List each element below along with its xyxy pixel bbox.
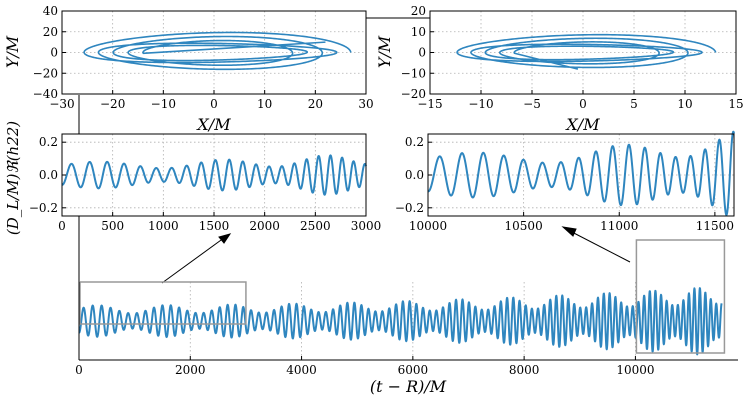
wave_early-xtick-label-3: 1500 (199, 219, 230, 233)
orbit-panel-right: −15 −10 −5 0 5 10 15 −20 −10 0 10 20 X/M Y/M (375, 4, 744, 134)
orbit-left-series (83, 31, 352, 71)
orbit-right-xlabel: X/M (564, 115, 600, 134)
wave_late-ytick-label-0: −0.2 (395, 201, 424, 215)
wave_full-xtick-label-5: 10000 (616, 363, 654, 377)
orbit1-xtick-label-6: 30 (358, 97, 373, 111)
orbit1-xtick-label-1: −20 (100, 97, 125, 111)
wave_full-series-line (78, 287, 723, 356)
wave_full-xtick-label-3: 6000 (398, 363, 429, 377)
wave_early-xtick-label-2: 1000 (148, 219, 179, 233)
wave_early-xtick-label-1: 500 (101, 219, 124, 233)
orbit-right-xticks: −15 −10 −5 0 5 10 15 (417, 90, 744, 111)
orbit-left-xlabel: X/M (195, 115, 231, 134)
waveform-late-series (427, 130, 735, 216)
orbit-left-ylabel: Y/M (3, 35, 22, 68)
orbit2-ytick-label-3: 10 (411, 25, 426, 39)
waveform-full-xlabel: (t − R)/M (370, 377, 447, 396)
orbit2-ytick-label-4: 20 (411, 4, 426, 18)
waveform-full-xticks: 0 2000 4000 6000 8000 10000 (75, 356, 655, 377)
orbit1-ytick-label-4: 40 (43, 4, 58, 18)
orbit1-xtick-label-3: 0 (210, 97, 218, 111)
orbit1-xtick-label-4: 10 (257, 97, 272, 111)
orbit2-xtick-label-1: −10 (468, 97, 493, 111)
waveform-late-yticks: −0.2 0.0 0.2 (395, 135, 432, 215)
orbit2-xtick-label-3: 0 (579, 97, 587, 111)
wave_late-series-line (427, 130, 735, 216)
orbit2-xtick-label-6: 15 (728, 97, 743, 111)
waveform-early-panel: 0 500 1000 1500 2000 2500 3000 −0.2 0.0 0.2 (D_L… (4, 121, 381, 235)
wave_full-xtick-label-0: 0 (75, 363, 83, 377)
orbit1-ytick-label-2: 0 (50, 46, 58, 60)
orbit1-ytick-label-1: −20 (33, 66, 58, 80)
waveform-full-panel: 0 2000 4000 6000 8000 10000 (t − R)/M (75, 239, 738, 396)
waveform-ylabel: (D_L/M)ℜ(h22) (4, 121, 22, 235)
orbit1-series-line (83, 31, 352, 71)
orbit1-xtick-label-0: −30 (49, 97, 74, 111)
wave_early-xtick-label-4: 2000 (249, 219, 280, 233)
wave_early-ytick-label-0: −0.2 (29, 201, 58, 215)
orbit2-series-line (456, 33, 717, 70)
wave_early-ytick-label-2: 0.2 (39, 135, 58, 149)
orbit-left-xticks: −30 −20 −10 0 10 20 30 (49, 90, 374, 111)
wave_full-xtick-label-1: 2000 (175, 363, 206, 377)
waveform-full-series (78, 287, 723, 356)
wave_full-xtick-label-2: 4000 (286, 363, 317, 377)
orbit2-xtick-label-2: −5 (523, 97, 541, 111)
connectors (78, 17, 631, 284)
orbit1-ytick-label-3: 20 (43, 25, 58, 39)
zoom-arrow-right-head (561, 226, 577, 237)
waveform-late-xticks: 10000 10500 11000 11500 (409, 212, 734, 233)
wave_late-ytick-label-2: 0.2 (405, 135, 424, 149)
orbit2-ytick-label-2: 0 (418, 46, 426, 60)
orbit1-xtick-label-5: 20 (308, 97, 323, 111)
zoom-arrow-left-head (218, 233, 232, 244)
wave_late-xtick-label-0: 10000 (409, 219, 447, 233)
waveform-early-yticks: −0.2 0.0 0.2 (29, 135, 66, 215)
wave_early-xtick-label-5: 2500 (300, 219, 331, 233)
wave_late-ytick-label-1: 0.0 (405, 168, 424, 182)
wave_full-xtick-label-4: 8000 (509, 363, 540, 377)
wave_early-ytick-label-1: 0.0 (39, 168, 58, 182)
waveform-early-xticks: 0 500 1000 1500 2000 2500 3000 (58, 212, 381, 233)
wave_late-xtick-label-2: 11000 (600, 219, 638, 233)
waveform-late-panel: 10000 10500 11000 11500 −0.2 0.0 0.2 (395, 130, 735, 233)
orbit-left-yticks: −40 −20 0 20 40 (33, 4, 66, 101)
wave_early-xtick-label-0: 0 (58, 219, 66, 233)
zoom-arrow-right (567, 229, 631, 263)
orbit-right-ylabel: Y/M (375, 35, 394, 68)
orbit2-xtick-label-0: −15 (417, 97, 442, 111)
wave_full-zoom-box-1 (635, 239, 726, 354)
orbit1-ytick-label-0: −40 (33, 87, 58, 101)
orbit-right-series (456, 33, 717, 70)
waveform-early-series (61, 154, 367, 196)
wave_late-xtick-label-3: 11500 (696, 219, 734, 233)
wave_early-xtick-label-6: 3000 (351, 219, 382, 233)
orbit2-ytick-label-0: −20 (401, 87, 426, 101)
orbit2-ytick-label-1: −10 (401, 66, 426, 80)
wave_early-series-line (61, 154, 367, 196)
zoom-arrow-left (161, 234, 229, 284)
wave_full-zoom-box-0 (79, 281, 247, 325)
orbit2-xtick-label-5: 10 (677, 97, 692, 111)
wave_late-xtick-label-1: 10500 (505, 219, 543, 233)
orbit2-xtick-label-4: 5 (630, 97, 638, 111)
waveform-full-zoom-boxes (79, 239, 726, 354)
orbit-panel-left: −30 −20 −10 0 10 20 30 −40 −20 0 20 40 X/M Y/M (3, 4, 374, 134)
orbit1-xtick-label-2: −10 (151, 97, 176, 111)
orbit-right-yticks: −20 −10 0 10 20 (401, 4, 434, 101)
